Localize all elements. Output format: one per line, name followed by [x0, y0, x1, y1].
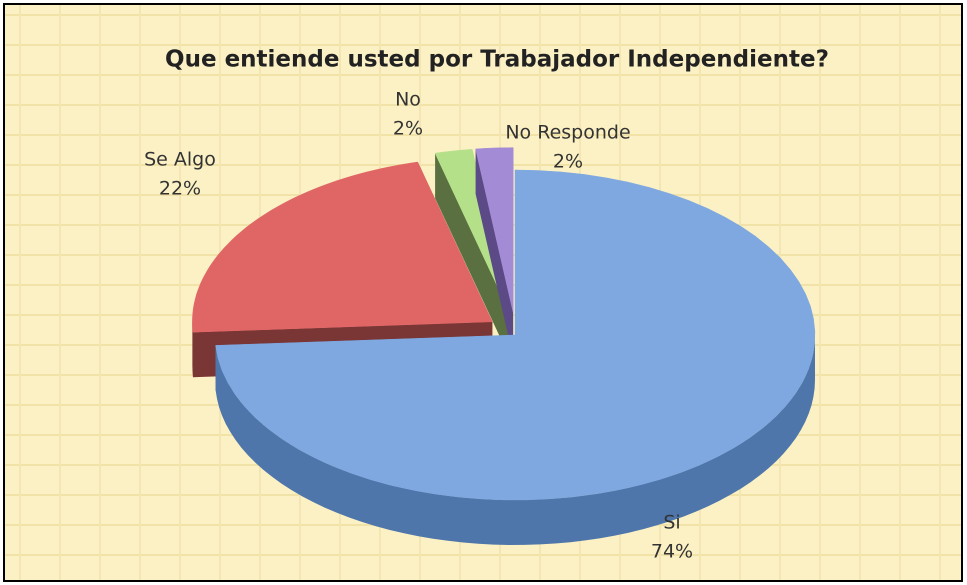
data-label-name: Si — [663, 512, 680, 534]
slice — [215, 169, 816, 501]
data-label-value: 22% — [159, 178, 201, 200]
pie — [192, 147, 816, 545]
chart-title: Que entiende usted por Trabajador Indepe… — [165, 47, 829, 73]
slice — [192, 161, 493, 333]
slice-side — [475, 148, 514, 358]
slice-side — [435, 153, 510, 358]
data-label-name: No — [395, 89, 421, 111]
slice-wall — [215, 335, 816, 545]
data-label-name: No Responde — [505, 122, 630, 144]
data-label-value: 2% — [553, 151, 583, 173]
slice — [434, 149, 511, 314]
slice — [475, 147, 514, 313]
data-label-value: 74% — [651, 541, 693, 563]
data-label-name: Se Algo — [144, 149, 216, 171]
slice-wall — [192, 321, 193, 378]
data-label-value: 2% — [393, 118, 423, 140]
